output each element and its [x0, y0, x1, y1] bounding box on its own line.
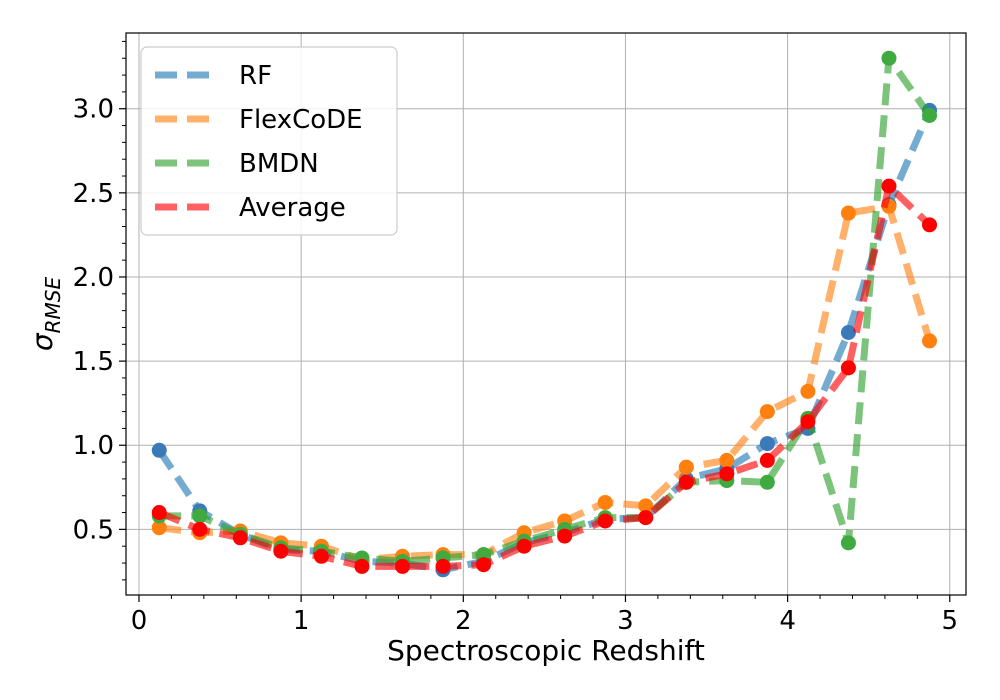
data-point-average [597, 513, 613, 529]
data-point-flexcode [638, 498, 654, 514]
data-point-average [800, 414, 816, 430]
x-tick-label: 1 [293, 606, 310, 636]
data-point-flexcode [151, 520, 167, 536]
x-axis-label: Spectroscopic Redshift [387, 634, 705, 667]
data-point-average [881, 178, 897, 194]
data-point-average [678, 474, 694, 490]
data-point-average [557, 528, 573, 544]
data-point-flexcode [678, 459, 694, 475]
data-point-average [232, 530, 248, 546]
data-point-average [192, 521, 208, 537]
y-tick-label: 2.5 [73, 179, 114, 209]
series-line-flexcode [158, 202, 933, 564]
data-point-average [476, 557, 492, 573]
data-point-average [354, 558, 370, 574]
data-point-average [394, 558, 410, 574]
minor-ticks [122, 40, 918, 599]
data-point-flexcode [597, 494, 613, 510]
legend: RF FlexCoDE BMDN Average [140, 46, 398, 236]
axis-ticks: 0 1 2 3 4 5 0.5 1.0 1.5 2.0 2.5 3.0 [73, 95, 958, 636]
legend-label-rf: RF [239, 61, 272, 91]
y-axis-label-symbol: σ [26, 332, 59, 351]
x-tick-label: 3 [617, 606, 634, 636]
y-axis-label: σRMSE [26, 277, 65, 352]
data-point-average [516, 538, 532, 554]
x-tick-label: 0 [131, 606, 148, 636]
data-point-rf [151, 442, 167, 458]
x-tick-label: 5 [942, 606, 959, 636]
y-tick-label: 2.0 [73, 263, 114, 293]
data-point-bmdn [881, 50, 897, 66]
y-tick-label: 0.5 [73, 515, 114, 545]
data-point-average [435, 558, 451, 574]
data-point-flexcode [800, 383, 816, 399]
y-tick-label: 1.0 [73, 431, 114, 461]
data-point-bmdn [759, 474, 775, 490]
y-axis-label-subscript: RMSE [41, 277, 65, 334]
data-point-average [759, 452, 775, 468]
data-point-average [719, 466, 735, 482]
legend-label-average: Average [239, 193, 346, 223]
data-point-average [151, 505, 167, 521]
data-point-flexcode [922, 333, 938, 349]
data-point-average [840, 360, 856, 376]
data-point-bmdn [840, 535, 856, 551]
legend-label-bmdn: BMDN [239, 149, 319, 179]
data-point-average [273, 543, 289, 559]
data-point-flexcode [840, 205, 856, 221]
data-point-flexcode [759, 404, 775, 420]
series-flexcode [151, 198, 938, 568]
x-tick-label: 2 [455, 606, 472, 636]
data-point-bmdn [192, 508, 208, 524]
legend-box [140, 46, 398, 236]
data-point-rf [840, 325, 856, 341]
y-tick-label: 3.0 [73, 95, 114, 125]
series-average [151, 178, 938, 574]
data-point-average [313, 548, 329, 564]
plot-frame [125, 32, 967, 596]
data-point-bmdn [922, 107, 938, 123]
data-point-rf [759, 436, 775, 452]
x-tick-label: 4 [779, 606, 796, 636]
y-tick-label: 1.5 [73, 347, 114, 377]
legend-label-flexcode: FlexCoDE [239, 105, 363, 135]
data-point-average [638, 510, 654, 526]
data-point-flexcode [719, 452, 735, 468]
data-point-average [922, 217, 938, 233]
series-layer [151, 50, 938, 578]
